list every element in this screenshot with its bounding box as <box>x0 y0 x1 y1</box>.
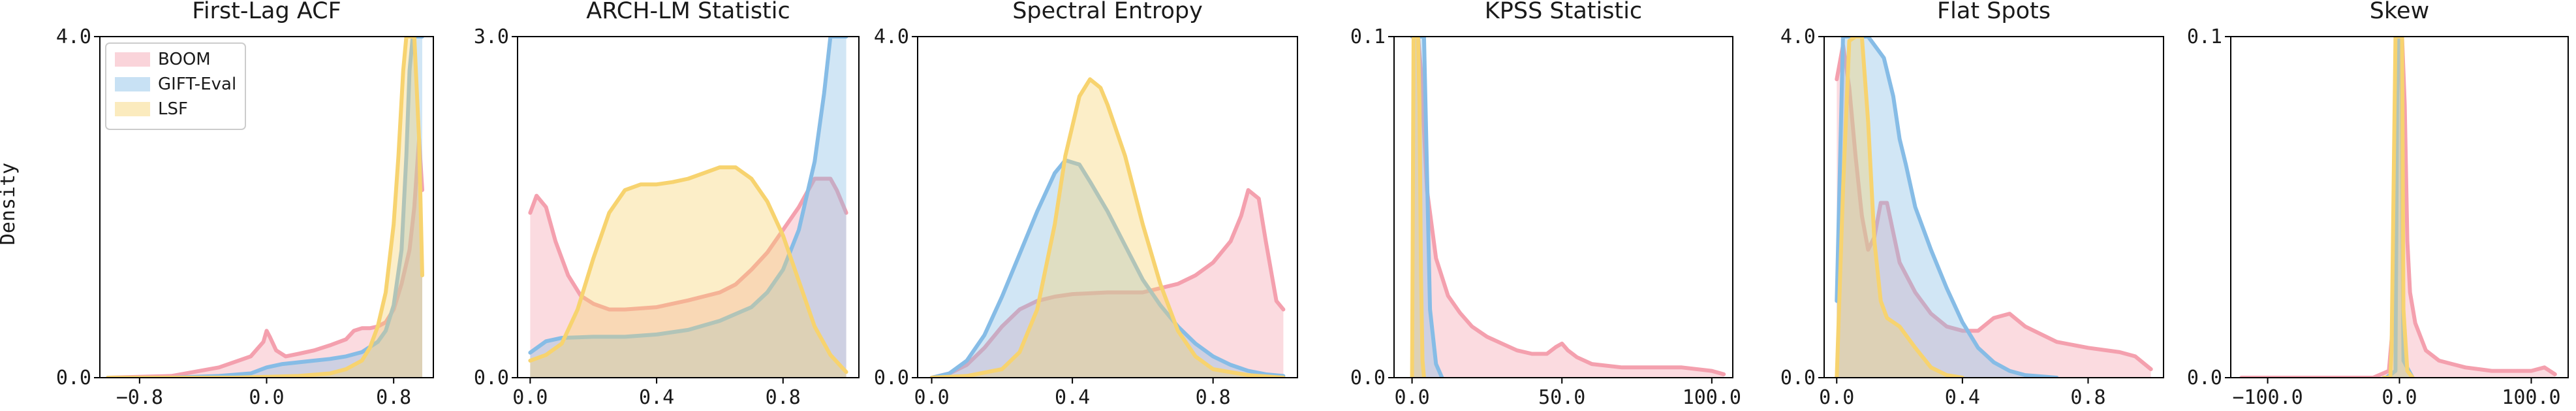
x-tick-label: −100.0 <box>2232 386 2303 409</box>
legend-swatch-boom <box>115 52 150 67</box>
area-boom <box>108 139 422 378</box>
y-tick-label: 0.0 <box>1350 367 1386 389</box>
x-tick-label: 0.4 <box>639 386 674 409</box>
line-lsf <box>106 37 424 378</box>
y-axis-label: Density <box>0 163 20 245</box>
line-lsf <box>929 77 1286 378</box>
line-gift-eval <box>929 158 1286 378</box>
panel-title: ARCH-LM Statistic <box>586 0 790 24</box>
line-boom <box>106 137 424 378</box>
axes-frame <box>517 36 860 378</box>
panel-title: Flat Spots <box>1937 0 2051 24</box>
plot-area <box>1410 37 1726 378</box>
y-tick-label: 0.0 <box>2187 367 2222 389</box>
line-gift-eval <box>106 37 424 378</box>
axes-frame <box>1393 36 1733 378</box>
x-tick-label: 0.0 <box>249 386 284 409</box>
area-lsf <box>108 37 422 378</box>
y-tick-label: 0.1 <box>2187 25 2222 48</box>
panel-title: Spectral Entropy <box>1012 0 1203 24</box>
y-tick-label: 0.0 <box>56 367 91 389</box>
panel-3: Spectral Entropy 0.0 0.4 0.8 0.0 4.0 <box>874 0 1298 409</box>
x-tick-label: 0.4 <box>1945 386 1980 409</box>
x-tick-label: 0.0 <box>914 386 949 409</box>
x-tick-label: 0.0 <box>512 386 548 409</box>
x-tick-label: 0.0 <box>2382 386 2417 409</box>
x-tick-label: −0.8 <box>116 386 163 409</box>
line-gift-eval <box>1835 37 2059 378</box>
area-boom <box>931 189 1284 378</box>
x-tick-label: 0.8 <box>766 386 801 409</box>
area-gift-eval <box>2386 37 2413 378</box>
x-tick-label: 0.0 <box>1819 386 1854 409</box>
axes-frame <box>1823 36 2164 378</box>
legend-label-lsf: LSF <box>158 99 188 119</box>
y-tick-label: 0.0 <box>874 367 909 389</box>
area-lsf <box>1837 37 1963 378</box>
y-tick-label: 0.1 <box>1350 25 1386 48</box>
y-tick-label: 0.0 <box>1780 367 1816 389</box>
x-tick-label: 0.0 <box>1394 386 1429 409</box>
line-gift-eval <box>1410 37 1444 378</box>
x-tick-label: 50.0 <box>1538 386 1585 409</box>
panel-1: First-Lag ACF −0.8 0.0 0.8 0.0 4.0 <box>56 0 434 409</box>
legend: BOOM GIFT-Eval LSF <box>105 42 246 130</box>
area-gift-eval <box>108 37 422 378</box>
line-gift-eval <box>2384 37 2415 378</box>
area-lsf <box>931 79 1284 378</box>
area-gift-eval <box>1837 37 2057 378</box>
line-lsf <box>1835 37 1964 378</box>
axes-frame <box>917 36 1298 378</box>
panel-4: KPSS Statistic 0.0 50.0 100.0 0.0 0.1 <box>1350 0 1741 409</box>
area-boom <box>1412 37 1724 378</box>
legend-swatch-lsf <box>115 102 150 116</box>
x-tick-label: 0.8 <box>1196 386 1231 409</box>
legend-swatch-gift-eval <box>115 77 150 91</box>
plot-area <box>929 77 1286 378</box>
panel-6: Skew −100.0 0.0 100.0 0.0 0.1 <box>2187 0 2569 409</box>
y-tick-label: 3.0 <box>474 25 509 48</box>
line-boom <box>1835 43 2153 371</box>
y-tick-label: 4.0 <box>1780 25 1816 48</box>
panel-title: KPSS Statistic <box>1485 0 1642 24</box>
line-lsf <box>528 165 848 374</box>
x-tick-label: 0.8 <box>2070 386 2105 409</box>
panel-5: Flat Spots 0.0 0.4 0.8 0.0 4.0 <box>1780 0 2164 409</box>
x-tick-label: 100.0 <box>2502 386 2560 409</box>
panel-title: First-Lag ACF <box>192 0 341 24</box>
plot-area <box>1835 37 2153 378</box>
x-tick-label: 0.4 <box>1055 386 1090 409</box>
panel-title: Skew <box>2370 0 2429 24</box>
plot-area <box>106 37 424 378</box>
panel-2: ARCH-LM Statistic 0.0 0.4 0.8 0.0 3.0 <box>474 0 860 409</box>
legend-label-gift-eval: GIFT-Eval <box>158 74 236 94</box>
plot-area <box>2239 37 2557 378</box>
area-boom <box>530 178 846 378</box>
legend-box <box>105 42 246 130</box>
panels: First-Lag ACF −0.8 0.0 0.8 0.0 4.0 ARCH-LM Sta… <box>56 0 2569 409</box>
y-tick-label: 4.0 <box>56 25 91 48</box>
x-tick-label: 100.0 <box>1683 386 1741 409</box>
line-lsf <box>2382 37 2415 378</box>
area-lsf <box>530 167 846 378</box>
y-tick-label: 0.0 <box>474 367 509 389</box>
line-lsf <box>1410 37 1426 378</box>
line-gift-eval <box>528 37 848 355</box>
plot-area <box>528 37 848 378</box>
area-lsf <box>2383 37 2413 378</box>
y-tick-label: 4.0 <box>874 25 909 48</box>
legend-label-boom: BOOM <box>158 50 211 69</box>
x-tick-label: 0.8 <box>376 386 411 409</box>
area-gift-eval <box>931 160 1284 378</box>
